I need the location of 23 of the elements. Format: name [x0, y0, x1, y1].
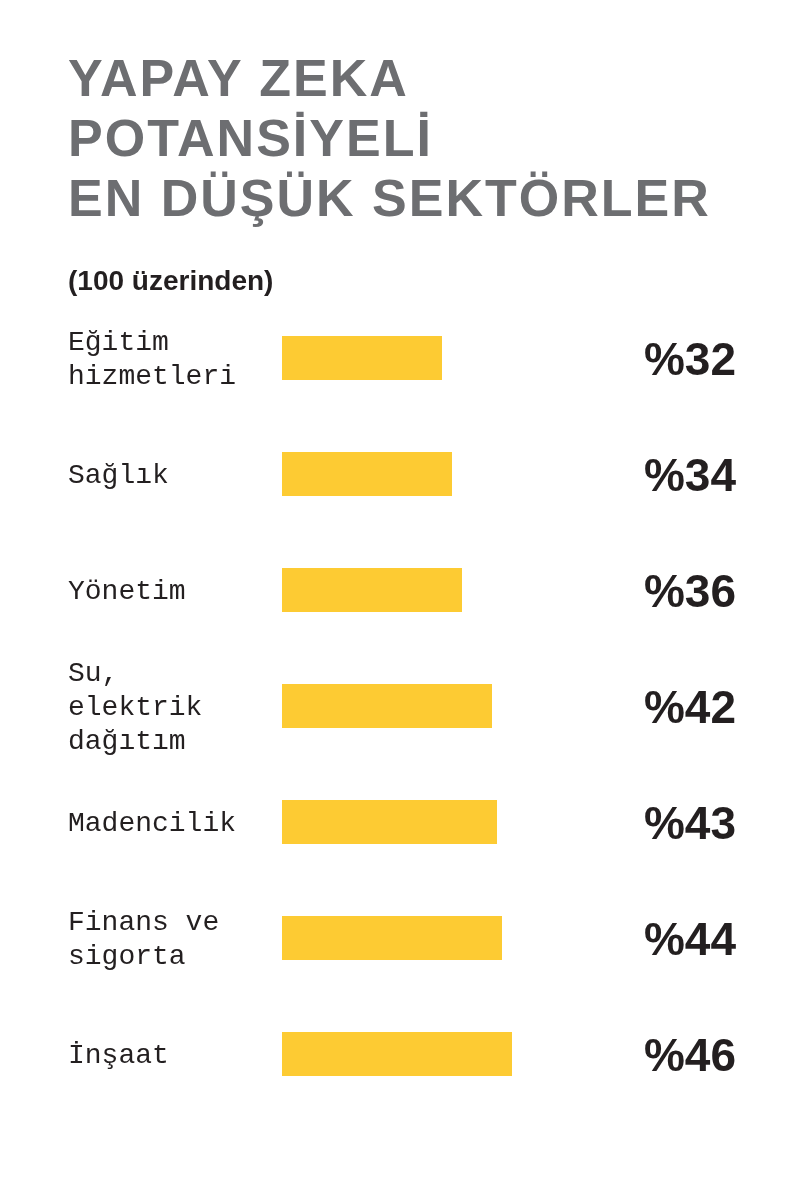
y-tick-label: Finans ve sigorta	[68, 907, 220, 972]
bar	[282, 800, 497, 844]
bar	[282, 916, 502, 960]
data-label: %42	[643, 681, 736, 733]
y-tick-label: Sağlık	[68, 460, 169, 491]
bar	[282, 568, 462, 612]
data-label: %32	[643, 333, 736, 385]
data-label: %43	[643, 797, 736, 849]
y-tick-label: Su, elektrik dağıtım	[68, 658, 203, 757]
data-label: %34	[643, 449, 737, 501]
chart-title: YAPAY ZEKA POTANSİYELİ EN DÜŞÜK SEKTÖRLER	[68, 49, 711, 227]
data-label: %46	[643, 1029, 736, 1081]
y-tick-label: Eğitim hizmetleri	[68, 327, 237, 392]
chart-subtitle: (100 üzerinden)	[68, 265, 274, 296]
y-tick-label: Madencilik	[68, 808, 237, 839]
data-label: %44	[643, 913, 737, 965]
y-tick-label: Yönetim	[68, 576, 186, 607]
bar	[282, 336, 442, 380]
data-label: %36	[643, 565, 736, 617]
y-tick-label: İnşaat	[68, 1040, 169, 1071]
bar	[282, 452, 452, 496]
bar	[282, 684, 492, 728]
bar	[282, 1032, 512, 1076]
